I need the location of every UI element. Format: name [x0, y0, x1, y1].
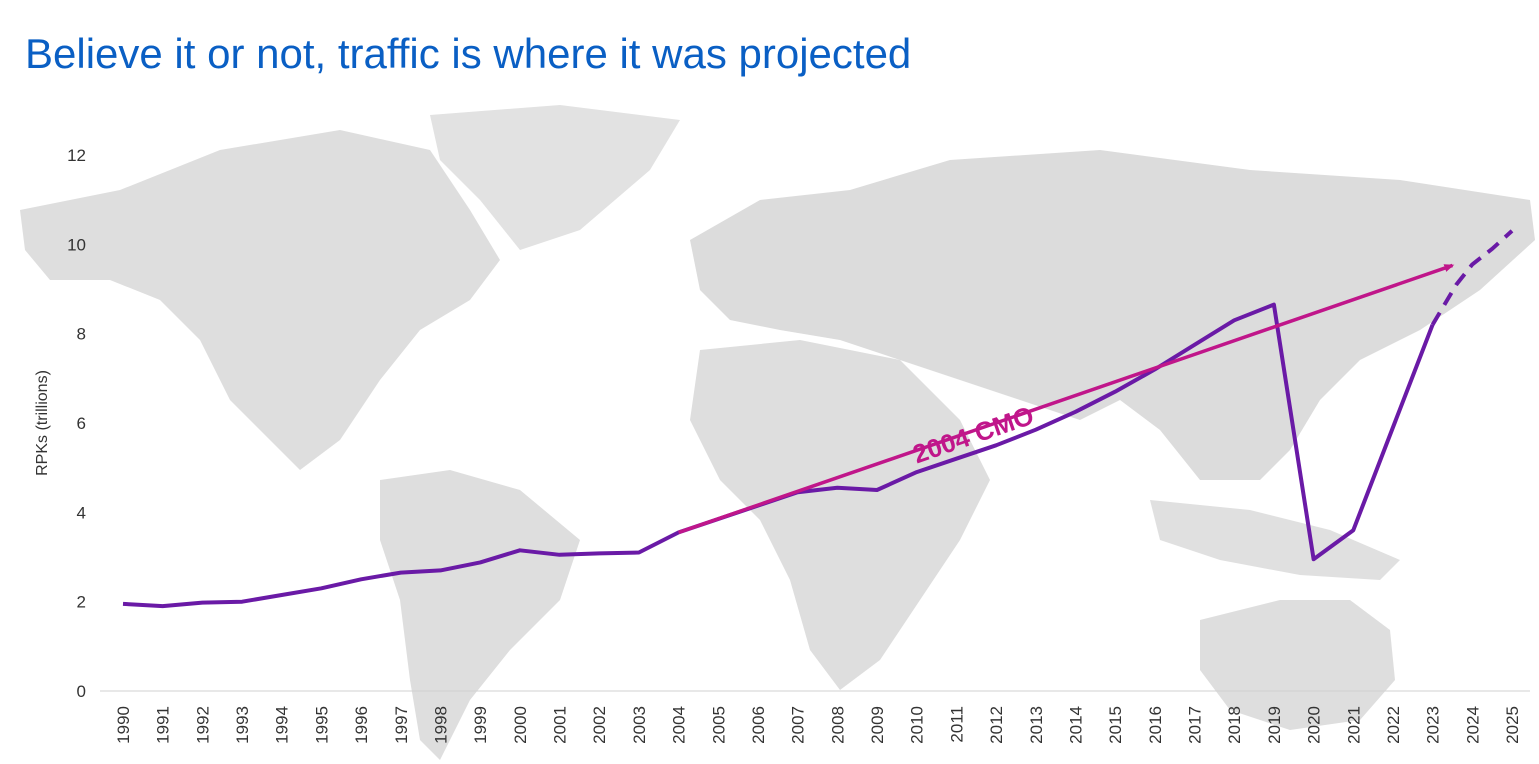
- x-tick-label: 2018: [1225, 706, 1244, 744]
- y-tick-label: 0: [77, 682, 86, 701]
- y-tick-label: 2: [77, 593, 86, 612]
- y-axis-label: RPKs (trillions): [34, 370, 51, 476]
- north-america-shape: [20, 130, 500, 470]
- x-tick-label: 2017: [1186, 706, 1205, 744]
- x-tick-label: 1994: [273, 706, 292, 744]
- x-tick-label: 2003: [630, 706, 649, 744]
- slide-title: Believe it or not, traffic is where it w…: [25, 30, 912, 77]
- x-tick-label: 2008: [828, 706, 847, 744]
- x-tick-label: 2001: [551, 706, 570, 744]
- greenland-shape: [430, 105, 680, 250]
- x-tick-label: 2011: [947, 706, 966, 743]
- south-america-shape: [380, 470, 580, 760]
- x-tick-label: 2012: [987, 706, 1006, 744]
- x-tick-label: 1996: [352, 706, 371, 744]
- x-tick-label: 1997: [392, 706, 411, 744]
- africa-shape: [690, 340, 990, 690]
- world-map-icon: [20, 105, 1535, 760]
- x-tick-label: 1998: [431, 706, 450, 744]
- x-tick-label: 2024: [1463, 706, 1482, 744]
- x-tick-label: 2004: [670, 706, 689, 744]
- x-tick-label: 2006: [749, 706, 768, 744]
- x-axis-ticks: 1990 1991 1992 1993 1994 1995 1996 1997 1998 1999…: [114, 706, 1522, 744]
- x-tick-label: 2013: [1027, 706, 1046, 744]
- eurasia-shape: [690, 150, 1535, 480]
- x-tick-label: 1991: [154, 706, 173, 744]
- x-tick-label: 2019: [1265, 706, 1284, 744]
- x-tick-label: 2015: [1106, 706, 1125, 744]
- x-tick-label: 2000: [511, 706, 530, 744]
- x-tick-label: 1999: [471, 706, 490, 744]
- x-tick-label: 2010: [908, 706, 927, 744]
- x-tick-label: 1993: [233, 706, 252, 744]
- y-axis-ticks: 0 2 4 6 8 10 12: [67, 146, 86, 701]
- x-tick-label: 2005: [709, 706, 728, 744]
- y-tick-label: 6: [77, 414, 86, 433]
- x-tick-label: 2014: [1066, 706, 1085, 744]
- x-tick-label: 2009: [868, 706, 887, 744]
- x-tick-label: 2025: [1503, 706, 1522, 744]
- x-tick-label: 2016: [1146, 706, 1165, 744]
- x-tick-label: 2021: [1344, 706, 1363, 744]
- forecast-series-line: [1430, 229, 1514, 326]
- southeast-asia-shape: [1150, 500, 1400, 580]
- x-tick-label: 1995: [312, 706, 331, 744]
- x-tick-label: 1990: [114, 706, 133, 744]
- y-tick-label: 8: [77, 325, 86, 344]
- x-tick-label: 2007: [789, 706, 808, 744]
- x-tick-label: 2022: [1384, 706, 1403, 744]
- x-tick-label: 2020: [1305, 706, 1324, 744]
- projection-arrow: [678, 263, 1455, 535]
- y-tick-label: 4: [77, 503, 86, 522]
- y-tick-label: 10: [67, 235, 86, 254]
- australia-shape: [1200, 600, 1395, 730]
- y-tick-label: 12: [67, 146, 86, 165]
- x-tick-label: 2023: [1424, 706, 1443, 744]
- x-tick-label: 1992: [193, 706, 212, 744]
- x-tick-label: 2002: [590, 706, 609, 744]
